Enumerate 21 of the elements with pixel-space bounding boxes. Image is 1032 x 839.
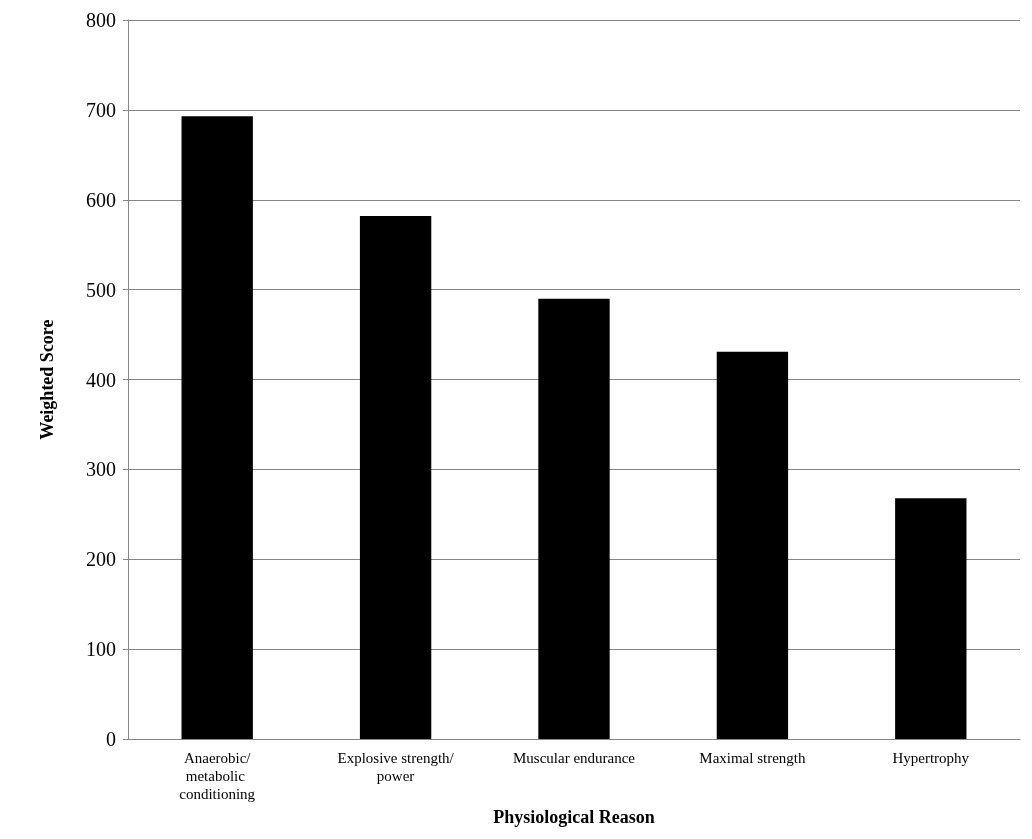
y-tick-label: 500 xyxy=(86,278,116,301)
y-tick-label: 300 xyxy=(86,458,116,481)
y-tick-label: 700 xyxy=(86,98,116,121)
bar xyxy=(895,498,967,740)
bar xyxy=(716,351,789,740)
y-tick-label: 0 xyxy=(106,728,116,751)
x-tick-label: Hypertrophy xyxy=(892,750,970,767)
x-tick-label: Anaerobic/metabolic conditioning xyxy=(179,750,256,803)
x-tick-label: Muscular endurance xyxy=(512,750,636,767)
bar xyxy=(181,116,253,740)
y-tick-label: 200 xyxy=(86,548,116,571)
y-tick-label: 100 xyxy=(86,638,116,661)
bar xyxy=(538,298,610,740)
x-tick-label: Maximal strength xyxy=(699,750,807,767)
y-axis-title: Weighted Score xyxy=(37,319,57,440)
x-tick-label: Explosive strength/power xyxy=(337,750,455,785)
y-tick-label: 400 xyxy=(86,368,116,391)
bar xyxy=(359,215,432,740)
x-axis-title: Physiological Reason xyxy=(493,807,655,827)
y-tick-label: 800 xyxy=(86,9,116,31)
y-tick-label: 600 xyxy=(86,188,116,211)
